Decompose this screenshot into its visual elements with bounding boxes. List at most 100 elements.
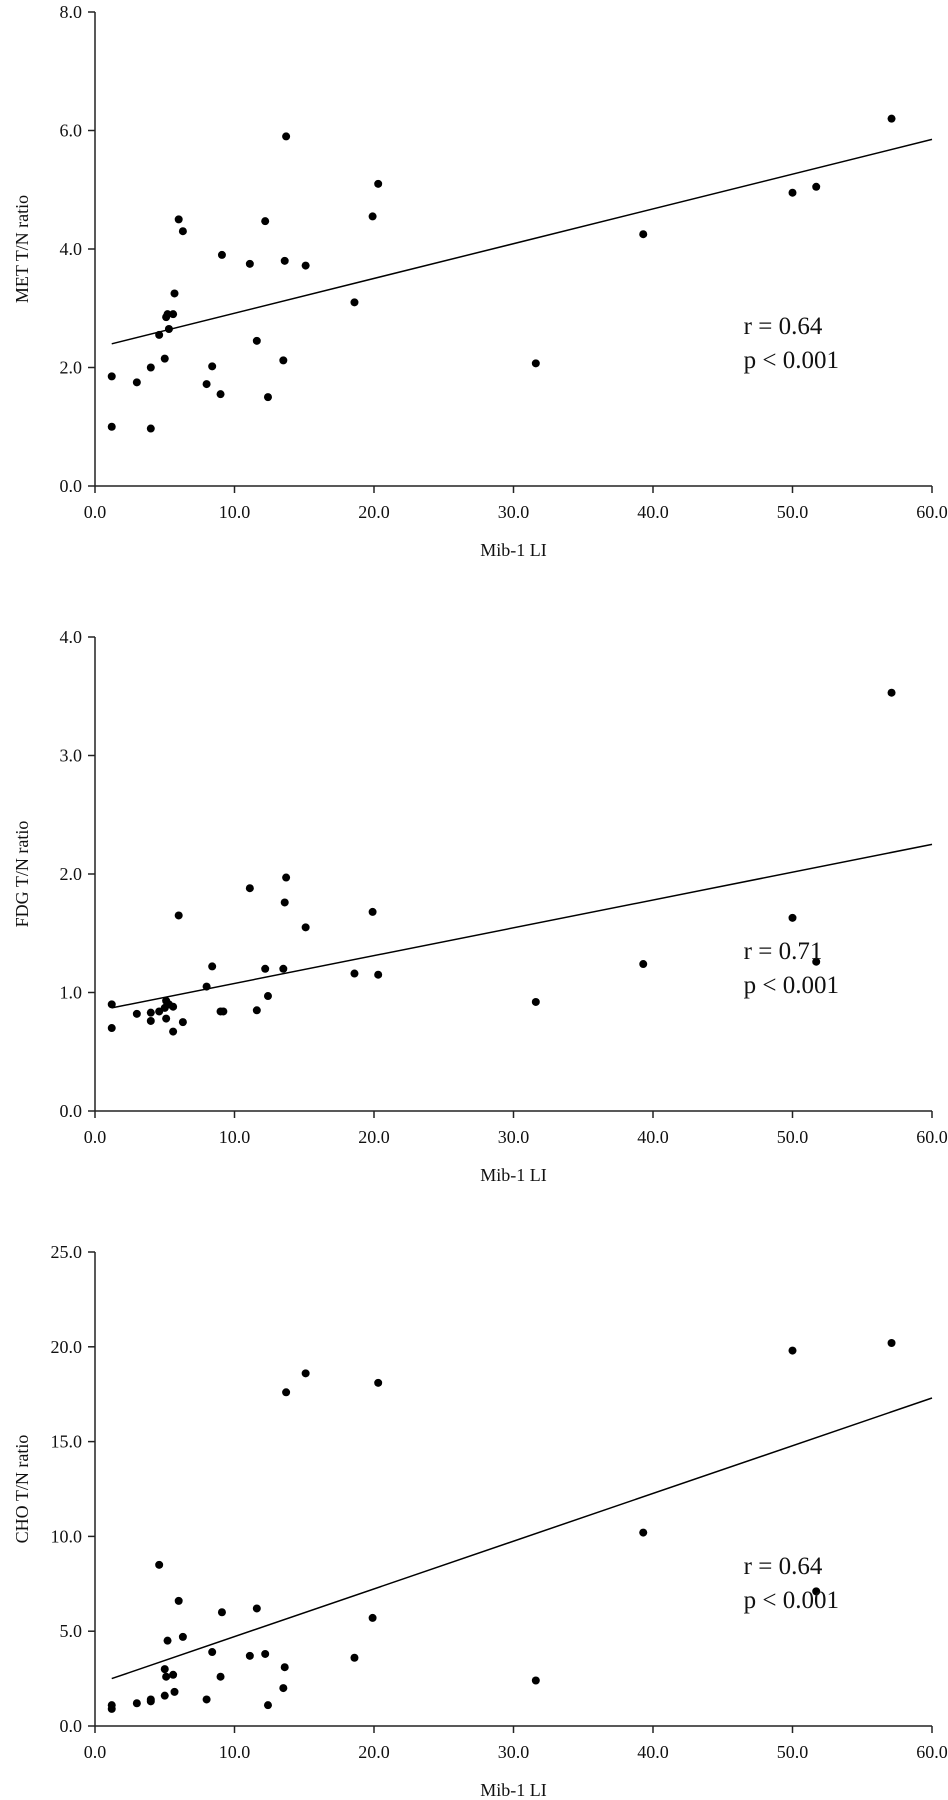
- data-point: [107, 1024, 116, 1033]
- x-tick-label: 20.0: [358, 1742, 390, 1762]
- data-point: [178, 1018, 187, 1027]
- y-axis-title: MET T/N ratio: [12, 195, 32, 303]
- x-tick-label: 10.0: [219, 502, 251, 522]
- x-tick-label: 60.0: [916, 502, 948, 522]
- data-point: [146, 1697, 155, 1706]
- data-point: [202, 1695, 211, 1704]
- x-tick-label: 0.0: [84, 1127, 107, 1147]
- data-point: [282, 1388, 291, 1397]
- data-point: [178, 227, 187, 236]
- data-point: [216, 1672, 225, 1681]
- data-point: [132, 378, 141, 387]
- p-value-label: p < 0.001: [744, 972, 839, 999]
- x-tick-label: 20.0: [358, 1127, 390, 1147]
- data-point: [788, 1346, 797, 1355]
- data-point: [263, 992, 272, 1001]
- data-point: [219, 1007, 228, 1016]
- y-tick-label: 2.0: [60, 864, 83, 884]
- data-point: [887, 1339, 896, 1348]
- y-tick-label: 0.0: [60, 1716, 83, 1736]
- data-point: [887, 688, 896, 697]
- data-point: [301, 1369, 310, 1378]
- regression-line: [111, 843, 933, 1009]
- y-tick-label: 20.0: [51, 1337, 83, 1357]
- y-tick-label: 2.0: [60, 358, 83, 378]
- data-point: [301, 261, 310, 270]
- data-point: [531, 997, 540, 1006]
- regression-line: [111, 138, 933, 345]
- data-point: [350, 1653, 359, 1662]
- data-point: [174, 1596, 183, 1605]
- data-point: [350, 298, 359, 307]
- data-point: [208, 362, 217, 371]
- data-point: [162, 1672, 171, 1681]
- data-point: [374, 1378, 383, 1387]
- data-point: [788, 913, 797, 922]
- data-point: [107, 1000, 116, 1009]
- data-point: [217, 1608, 226, 1617]
- x-tick-label: 50.0: [777, 1127, 809, 1147]
- data-point: [280, 1663, 289, 1672]
- data-point: [155, 1560, 164, 1569]
- y-tick-label: 6.0: [60, 121, 83, 141]
- chart-panel-2: 0.0 1.0 2.0 3.0 4.0 0.0 10.0 20.0 30.0 40.0 50.0 60…: [12, 627, 948, 1185]
- y-tick-label: 1.0: [60, 983, 83, 1003]
- y-tick-label: 8.0: [60, 2, 83, 22]
- y-tick-label: 4.0: [60, 239, 83, 259]
- data-point: [163, 1636, 172, 1645]
- x-tick-label: 10.0: [219, 1127, 251, 1147]
- data-point: [107, 422, 116, 431]
- x-tick-label: 20.0: [358, 502, 390, 522]
- regression-line: [111, 1397, 933, 1680]
- y-axis-title: FDG T/N ratio: [12, 821, 32, 928]
- data-point: [374, 970, 383, 979]
- x-tick-label: 40.0: [637, 502, 669, 522]
- y-tick-label: 10.0: [51, 1526, 83, 1546]
- x-tick-label: 40.0: [637, 1127, 669, 1147]
- data-point: [163, 310, 172, 319]
- data-point: [155, 330, 164, 339]
- data-point: [146, 363, 155, 372]
- data-point: [170, 1687, 179, 1696]
- data-point: [169, 1670, 178, 1679]
- x-tick-label: 30.0: [498, 1127, 530, 1147]
- data-point: [169, 1027, 178, 1036]
- data-point: [812, 1587, 821, 1596]
- data-point: [350, 969, 359, 978]
- p-value-label: p < 0.001: [744, 1587, 839, 1614]
- data-point: [812, 182, 821, 191]
- y-tick-label: 15.0: [51, 1432, 83, 1452]
- data-point: [280, 898, 289, 907]
- y-tick-label: 25.0: [51, 1242, 83, 1262]
- correlation-r-label: r = 0.71: [744, 938, 823, 965]
- data-point: [368, 212, 377, 221]
- data-point: [252, 1006, 261, 1015]
- y-tick-label: 3.0: [60, 746, 83, 766]
- data-point: [887, 114, 896, 123]
- data-point: [639, 1528, 648, 1537]
- data-point: [146, 424, 155, 433]
- data-point: [107, 1704, 116, 1713]
- data-point: [261, 964, 270, 973]
- data-point: [208, 1648, 217, 1657]
- correlation-r-label: r = 0.64: [744, 1553, 823, 1580]
- chart-panel-1: 0.0 2.0 4.0 6.0 8.0 0.0 10.0 20.0 30.0 40.0 50.0 60…: [12, 2, 948, 560]
- x-axis-title: Mib-1 LI: [480, 1780, 547, 1800]
- x-axis-title: Mib-1 LI: [480, 1165, 547, 1185]
- x-tick-label: 40.0: [637, 1742, 669, 1762]
- data-point: [202, 982, 211, 991]
- data-point: [252, 1604, 261, 1613]
- x-tick-label: 50.0: [777, 1742, 809, 1762]
- data-point: [208, 962, 217, 971]
- data-point: [639, 960, 648, 969]
- data-point: [639, 230, 648, 239]
- data-point: [146, 1016, 155, 1025]
- data-point: [531, 1676, 540, 1685]
- data-point: [164, 324, 173, 333]
- y-tick-label: 0.0: [60, 476, 83, 496]
- data-point: [132, 1699, 141, 1708]
- data-point: [217, 250, 226, 259]
- data-point: [261, 217, 270, 226]
- x-tick-label: 0.0: [84, 1742, 107, 1762]
